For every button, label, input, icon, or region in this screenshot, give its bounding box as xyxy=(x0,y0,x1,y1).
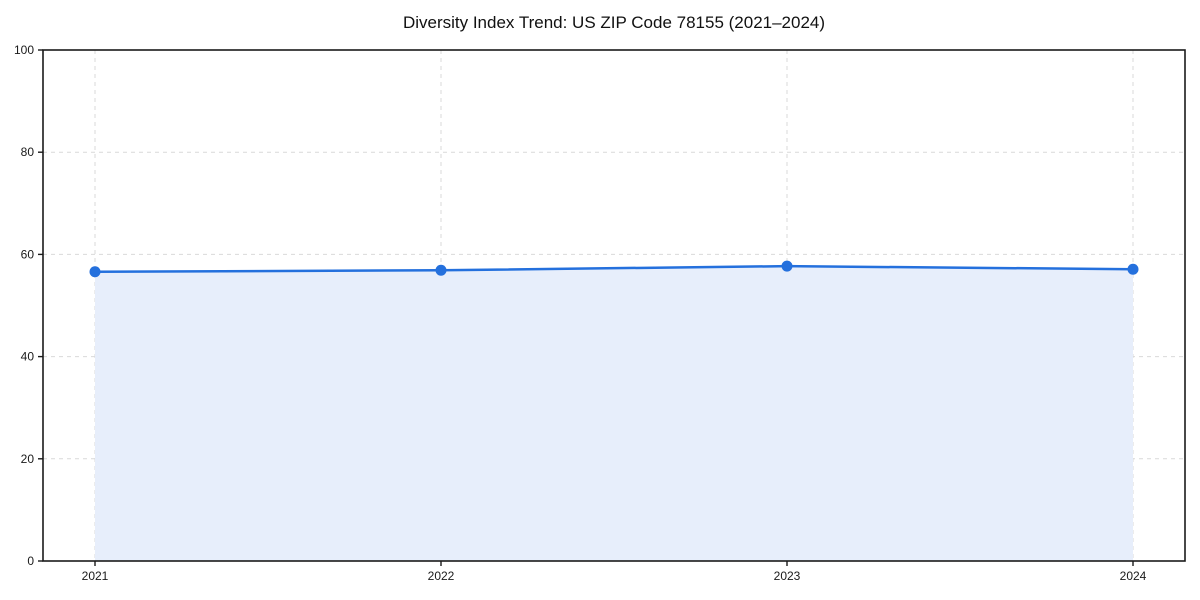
x-tick-label: 2022 xyxy=(428,569,455,583)
y-tick-label: 80 xyxy=(21,145,35,159)
area-fill xyxy=(95,266,1133,561)
chart-title: Diversity Index Trend: US ZIP Code 78155… xyxy=(402,13,826,32)
plot-border xyxy=(42,49,1186,562)
data-point xyxy=(89,266,101,278)
y-tick-label: 100 xyxy=(14,43,34,57)
x-tick-label: 2024 xyxy=(1120,569,1147,583)
data-point xyxy=(781,260,793,272)
data-point xyxy=(1127,263,1139,275)
y-tick-label: 0 xyxy=(27,554,34,568)
data-line xyxy=(93,264,1135,274)
data-point xyxy=(435,264,447,276)
y-tick-label: 40 xyxy=(21,350,35,364)
x-tick-label: 2021 xyxy=(82,569,109,583)
x-tick-label: 2023 xyxy=(774,569,801,583)
y-tick-label: 60 xyxy=(21,247,35,261)
y-tick-label: 20 xyxy=(21,452,35,466)
